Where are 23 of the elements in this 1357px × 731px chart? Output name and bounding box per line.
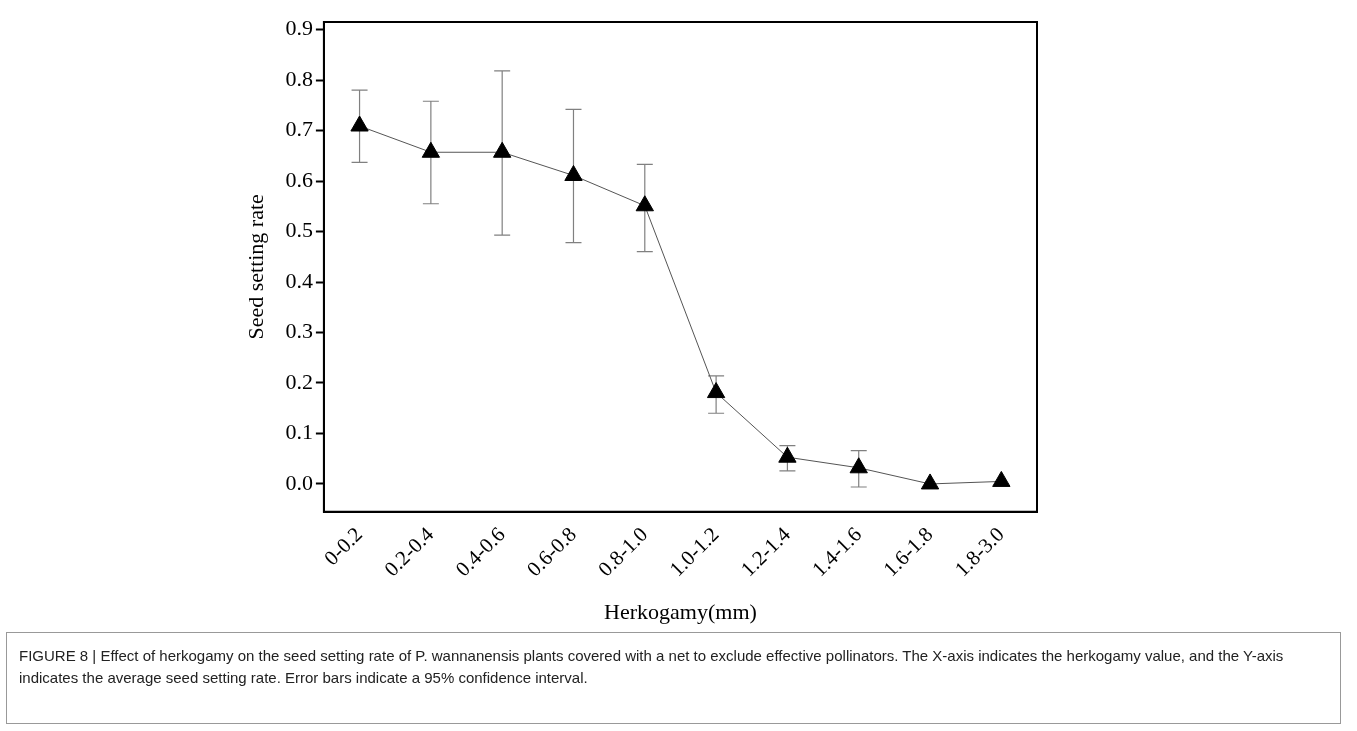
x-axis-title: Herkogamy(mm): [604, 598, 757, 624]
point: [849, 457, 868, 474]
point: [493, 141, 512, 158]
point: [706, 382, 726, 399]
point: [350, 115, 369, 132]
y-tick-label: 0.2: [285, 368, 313, 394]
point: [992, 470, 1011, 487]
y-tick-label: 0.3: [285, 318, 313, 344]
y-tick-label: 0.9: [285, 15, 313, 41]
y-tick-label: 0.8: [285, 65, 313, 91]
caption: FIGURE 8 | Effect of herkogamy on the seed setting rate of P. wannanensis plants covered with a net to exclude effective pollinators. The X-axis indicates the herkogamy value, and the Y-axis indicates the average seed setting rate. Error bars indicate a 95% confidence interval.: [19, 646, 1285, 688]
point: [920, 473, 940, 490]
y-tick-label: 0.6: [285, 166, 313, 192]
y-tick-label: 0.4: [285, 267, 313, 293]
y-axis-title: Seed setting rate: [242, 194, 268, 340]
y-tick-label: 0.0: [285, 469, 313, 495]
y-tick-label: 0.1: [285, 419, 313, 445]
point: [778, 446, 797, 463]
y-tick-label: 0.5: [285, 217, 313, 243]
y-tick-label: 0.7: [285, 116, 313, 142]
point: [421, 141, 441, 158]
point: [564, 164, 583, 181]
point: [635, 195, 654, 212]
